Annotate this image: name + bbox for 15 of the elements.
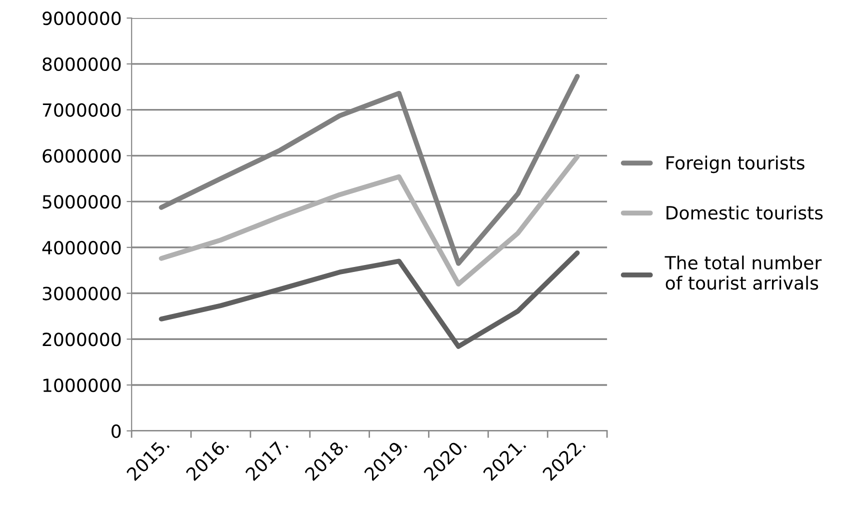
line-series: [158, 154, 580, 287]
y-tick-label: 2000000: [42, 332, 121, 346]
legend-label: The total number of tourist arrivals: [664, 256, 822, 290]
legend-label: Domestic tourists: [666, 206, 823, 220]
y-tick-label: 6000000: [42, 149, 121, 163]
y-tick-label: 7000000: [42, 103, 121, 117]
line-series: [158, 250, 580, 349]
y-tick-label: 5000000: [42, 194, 121, 209]
y-tick-label: 0: [112, 424, 121, 438]
legend-label: Foreign tourists: [666, 156, 804, 174]
y-tick-label: 4000000: [42, 240, 121, 255]
y-tick-label: 1000000: [43, 378, 121, 392]
y-tick-label: 8000000: [42, 57, 121, 72]
y-tick-label: 3000000: [42, 286, 121, 300]
y-tick-label: 9000000: [42, 12, 121, 26]
